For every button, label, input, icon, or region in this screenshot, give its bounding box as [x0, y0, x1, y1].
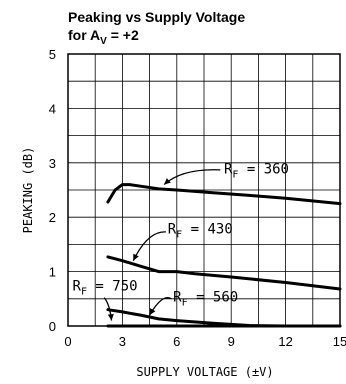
y-tick-label: 5	[49, 47, 56, 62]
series-line	[106, 255, 342, 291]
y-tick-label: 0	[49, 319, 56, 334]
curve-label: RF = 560	[173, 290, 238, 309]
x-tick-labels: 0 3 6 9 12 15	[64, 334, 346, 349]
x-axis-label: SUPPLY VOLTAGE (±V)	[136, 365, 273, 379]
label-arrowhead	[107, 313, 114, 321]
curve-label: RF = 430	[168, 222, 233, 241]
chart-title-line2: for AV = +2	[68, 27, 139, 47]
label-arrowhead	[149, 308, 156, 316]
y-tick-label: 3	[49, 156, 56, 171]
x-tick-label: 0	[64, 334, 71, 349]
curves	[106, 183, 342, 328]
x-tick-label: 15	[333, 334, 346, 349]
label-arrowhead	[164, 178, 171, 185]
curve-label: RF = 750	[73, 279, 138, 298]
annotations: RF = 360 RF = 430 RF = 560 RF = 750	[73, 162, 289, 321]
label-leader	[163, 169, 221, 186]
label-arrowhead	[133, 253, 139, 261]
x-tick-label: 12	[278, 334, 292, 349]
x-tick-label: 9	[228, 334, 235, 349]
series-line	[106, 183, 342, 206]
x-tick-label: 3	[119, 334, 126, 349]
y-axis-label: PEAKING (dB)	[21, 147, 35, 234]
x-tick-label: 6	[173, 334, 180, 349]
chart-title-line1: Peaking vs Supply Voltage	[68, 9, 245, 25]
y-tick-label: 2	[49, 210, 56, 225]
grid	[68, 54, 340, 326]
y-tick-label: 4	[49, 101, 56, 116]
y-tick-labels: 0 1 2 3 4 5	[49, 47, 56, 334]
series-line	[106, 308, 342, 328]
curve-label: RF = 360	[224, 162, 289, 181]
y-tick-label: 1	[49, 265, 56, 280]
